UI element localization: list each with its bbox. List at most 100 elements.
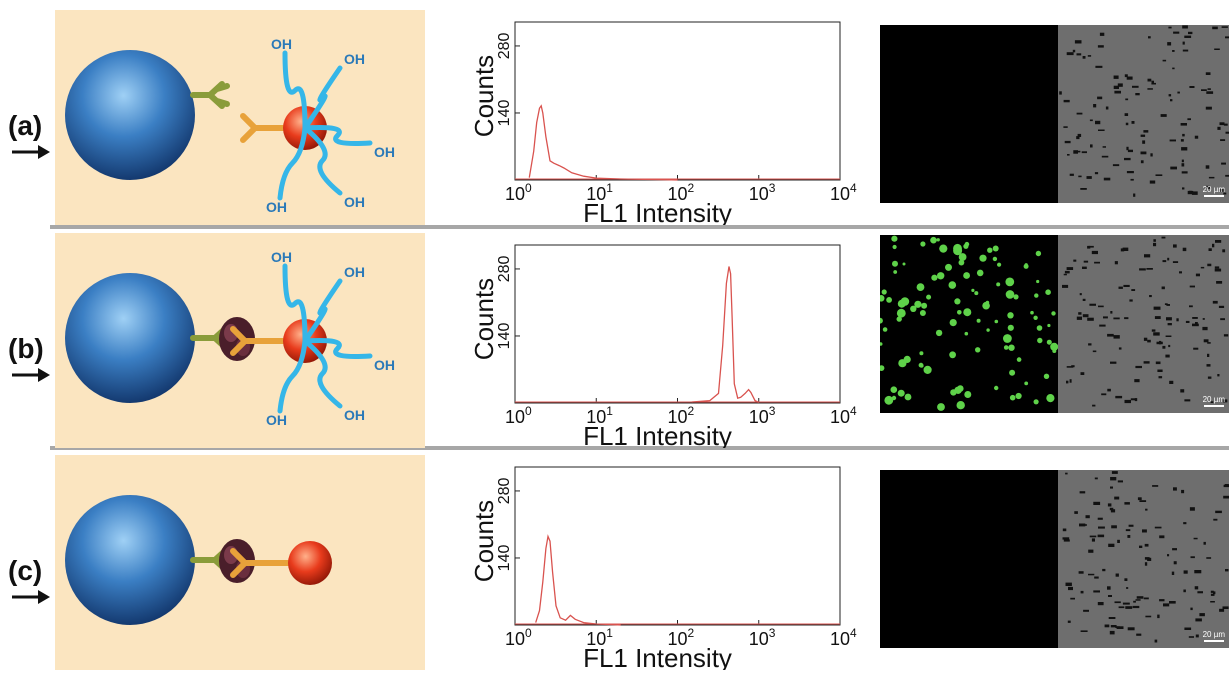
fluorescent-spot [1010, 395, 1016, 401]
bead-particle [1219, 609, 1224, 612]
bead-particle [1159, 376, 1163, 378]
bead-particle [1162, 346, 1165, 349]
bead-particle [1201, 267, 1204, 269]
fluorescent-spot [1007, 312, 1013, 318]
bead-particle [1133, 601, 1136, 603]
bead-particle [1206, 557, 1211, 559]
bead-particle [1079, 571, 1084, 574]
bead-particle [1153, 239, 1156, 242]
scale-bar: 20 µm [1203, 630, 1225, 642]
fluorescent-spot [994, 386, 998, 390]
bead-particle [1074, 511, 1078, 514]
bead-particle [1220, 318, 1225, 320]
bead-particle [1154, 307, 1161, 310]
bead-particle [1108, 503, 1112, 506]
x-tick-label: 103 [749, 181, 776, 204]
fluorescent-spot [963, 308, 971, 316]
fluorescence-image [880, 235, 1058, 413]
fluorescent-spot [949, 281, 957, 289]
bead-particle [1189, 305, 1193, 307]
bead-particle [1114, 335, 1120, 339]
bead-particle [1112, 471, 1118, 474]
bead-particle [1116, 574, 1119, 577]
bead-particle [1133, 194, 1135, 197]
bead-particle [1088, 574, 1094, 576]
bead-particle [1081, 372, 1085, 375]
bead-particle [1223, 496, 1229, 499]
bead-particle [1182, 25, 1188, 28]
bead-particle [1077, 113, 1083, 115]
fluorescent-spot [963, 244, 968, 249]
bead-particle [1173, 244, 1177, 247]
bead-particle [1145, 562, 1147, 566]
fluorescent-spot [1004, 345, 1009, 350]
bead-particle [1083, 56, 1086, 59]
bead-particle [1093, 502, 1100, 505]
bead-particle [1148, 79, 1152, 82]
bead-particle [1106, 107, 1109, 110]
oh-label: OH [344, 51, 365, 67]
bead-particle [1157, 615, 1159, 619]
bead-particle [1067, 154, 1070, 156]
fluorescent-spot [1006, 290, 1015, 299]
bead-particle [1080, 293, 1082, 295]
scale-bar-line [1204, 195, 1224, 197]
fluorescent-spot [937, 403, 945, 411]
bead-particle [1110, 631, 1115, 635]
bead-particle [1123, 285, 1129, 287]
fluorescent-spot [953, 244, 962, 253]
bead-particle [1105, 625, 1110, 628]
bead-particle [1225, 36, 1229, 38]
bead-particle [1226, 132, 1229, 134]
bead-particle [1182, 134, 1185, 137]
bead-particle [1092, 538, 1095, 541]
bead-particle [1063, 529, 1067, 532]
bead-particle [1211, 591, 1214, 593]
bead-particle [1093, 351, 1097, 353]
bead-particle [1103, 316, 1108, 318]
bead-particle [1100, 33, 1104, 36]
fluorescent-spot [957, 401, 965, 409]
bead-particle [1184, 399, 1190, 401]
bead-particle [1125, 400, 1132, 403]
oh-label: OH [344, 264, 365, 280]
bead-particle [1117, 626, 1124, 629]
bead-particle [1066, 381, 1068, 384]
bead-particle [1115, 396, 1122, 398]
bead-particle [1149, 295, 1152, 297]
fluorescent-spot [954, 298, 960, 304]
bead-particle [1183, 248, 1187, 251]
fluorescent-spot [965, 332, 969, 336]
bead-particle [1077, 317, 1082, 320]
bead-particle [1125, 113, 1129, 116]
bead-particle [1127, 171, 1134, 173]
bead-particle [1137, 596, 1144, 599]
bead-particle [1163, 60, 1167, 62]
fluorescent-spot [924, 366, 932, 374]
fluorescent-spot [917, 283, 925, 291]
bead-particle [1199, 613, 1205, 616]
bead-particle [1107, 334, 1114, 337]
panel-label: (c) [8, 555, 42, 587]
bead-particle [1217, 374, 1219, 376]
bead-particle [1070, 174, 1074, 176]
bead-particle [1079, 524, 1085, 527]
bead-particle [1169, 601, 1176, 604]
bead-particle [1155, 640, 1158, 643]
bead-particle [1151, 83, 1156, 85]
bead-particle [1102, 569, 1105, 571]
bead-particle [1136, 599, 1141, 601]
bead-particle [1134, 379, 1139, 382]
bead-particle [1167, 258, 1169, 261]
bead-particle [1195, 618, 1202, 621]
bead-particle [1064, 100, 1070, 102]
x-axis-label: FL1 Intensity [583, 421, 732, 448]
microscopy-images: 20 µm [880, 235, 1229, 413]
fluorescent-spot [937, 272, 944, 279]
fluorescent-spot [977, 270, 984, 277]
bead-particle [1166, 336, 1172, 338]
bead-particle [1097, 97, 1102, 100]
